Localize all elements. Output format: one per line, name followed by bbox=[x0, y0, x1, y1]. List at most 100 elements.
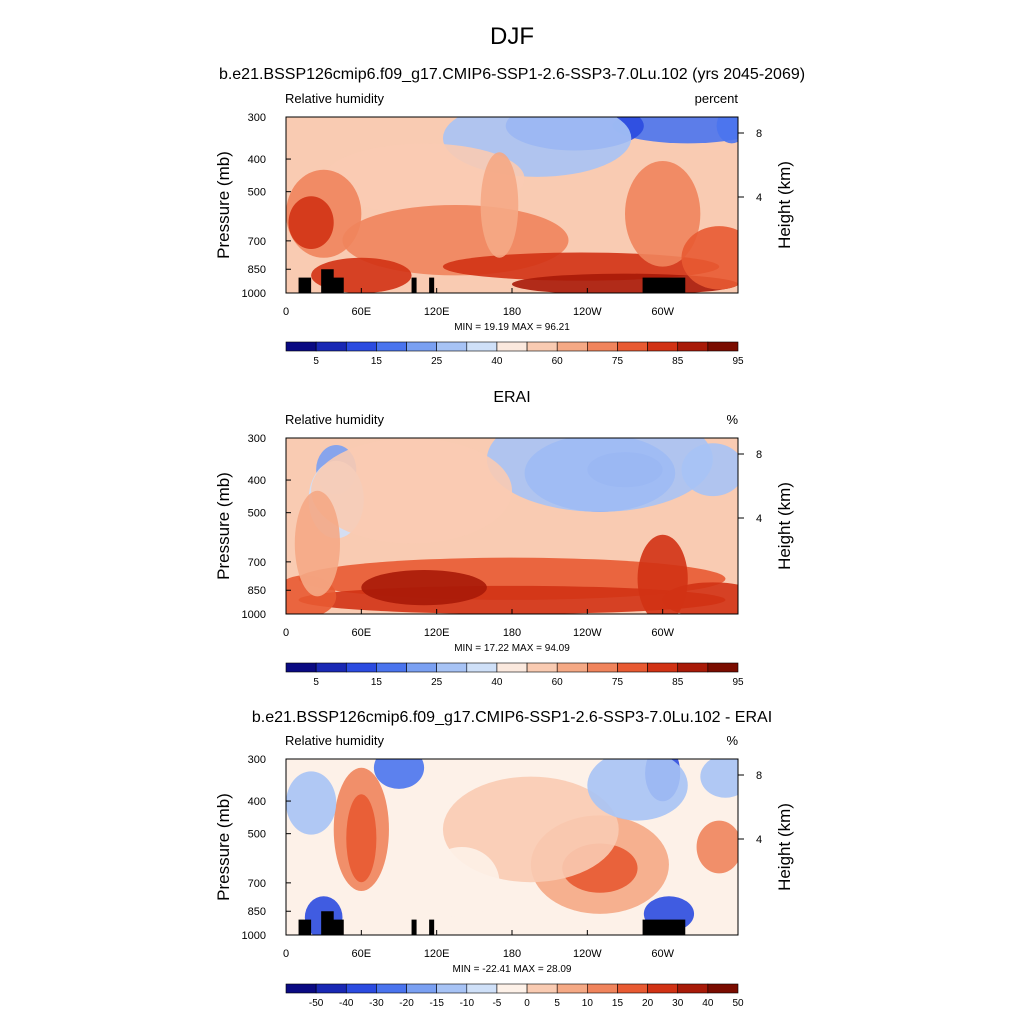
colorbar-swatch bbox=[617, 983, 648, 994]
right-label: % bbox=[726, 412, 738, 427]
y2-tick-label: 8 bbox=[756, 449, 762, 461]
colorbar-label: 60 bbox=[552, 356, 564, 367]
terrain-block bbox=[642, 277, 686, 293]
colorbar-label: 15 bbox=[371, 356, 383, 367]
colorbar-swatch bbox=[556, 341, 588, 352]
y-tick-label: 1000 bbox=[242, 609, 266, 621]
x-tick-label: 60W bbox=[651, 948, 674, 960]
colorbar-label: -15 bbox=[429, 998, 444, 1009]
x-tick-label: 0 bbox=[283, 627, 289, 639]
colorbar-swatch bbox=[315, 341, 347, 352]
x-tick-label: 60E bbox=[352, 627, 372, 639]
colorbar-label: 5 bbox=[554, 998, 560, 1009]
y-tick-label: 500 bbox=[248, 508, 266, 520]
colorbar-swatch bbox=[406, 662, 437, 673]
y-tick-label: 1000 bbox=[242, 288, 266, 300]
y2-tick-label: 4 bbox=[756, 834, 762, 846]
y-tick-label: 850 bbox=[248, 906, 266, 918]
y2-tick-label: 4 bbox=[756, 513, 762, 525]
min-max-stats: MIN = 17.22 MAX = 94.09 bbox=[454, 643, 570, 654]
colorbar-label: 5 bbox=[313, 356, 319, 367]
colorbar-label: 75 bbox=[612, 677, 624, 688]
colorbar-label: 25 bbox=[431, 356, 443, 367]
terrain-block bbox=[298, 919, 312, 935]
contour-region bbox=[716, 117, 738, 144]
colorbar-swatch bbox=[406, 983, 437, 994]
y-axis-label: Pressure (mb) bbox=[214, 472, 233, 580]
colorbar-swatch bbox=[496, 341, 528, 352]
colorbar-label: -5 bbox=[492, 998, 501, 1009]
colorbar-swatch bbox=[587, 983, 618, 994]
colorbar-label: -50 bbox=[309, 998, 324, 1009]
contour-region bbox=[681, 226, 738, 290]
contour-region bbox=[612, 117, 738, 144]
y-tick-label: 400 bbox=[248, 154, 266, 166]
colorbar-label: 0 bbox=[524, 998, 530, 1009]
contour-field bbox=[286, 438, 738, 614]
terrain-block bbox=[429, 277, 435, 293]
x-tick-label: 120E bbox=[424, 306, 450, 318]
y-tick-label: 300 bbox=[248, 112, 266, 124]
x-tick-label: 0 bbox=[283, 948, 289, 960]
contour-region bbox=[662, 582, 738, 614]
colorbar-swatch bbox=[496, 662, 528, 673]
colorbar-swatch bbox=[556, 983, 588, 994]
colorbar-swatch bbox=[376, 662, 407, 673]
contour-region bbox=[700, 759, 738, 798]
colorbar-swatch bbox=[617, 662, 648, 673]
colorbar-swatch bbox=[376, 983, 407, 994]
colorbar-label: 15 bbox=[612, 998, 624, 1009]
y-tick-label: 700 bbox=[248, 557, 266, 569]
terrain-block bbox=[411, 919, 417, 935]
contour-region bbox=[361, 570, 487, 606]
contour-region bbox=[681, 443, 738, 497]
colorbar-label: 85 bbox=[672, 677, 684, 688]
colorbar-swatch bbox=[285, 662, 317, 673]
colorbar-swatch bbox=[526, 341, 558, 352]
colorbar-swatch bbox=[647, 662, 679, 673]
colorbar-label: 15 bbox=[371, 677, 383, 688]
contour-region bbox=[373, 759, 425, 789]
y-tick-label: 1000 bbox=[242, 930, 266, 942]
colorbar-swatch bbox=[345, 983, 377, 994]
x-tick-label: 120E bbox=[424, 627, 450, 639]
colorbar-swatch bbox=[677, 983, 709, 994]
colorbar-swatch bbox=[406, 341, 437, 352]
colorbar-swatch bbox=[647, 983, 679, 994]
colorbar-swatch bbox=[617, 341, 648, 352]
x-tick-label: 0 bbox=[283, 306, 289, 318]
colorbar-swatch bbox=[345, 662, 377, 673]
colorbar-swatch bbox=[587, 341, 618, 352]
colorbar-swatch bbox=[526, 662, 558, 673]
contour-region bbox=[323, 143, 525, 214]
left-label: Relative humidity bbox=[285, 412, 384, 427]
contour-region bbox=[486, 438, 713, 512]
terrain-block bbox=[331, 919, 344, 935]
colorbar-label: 20 bbox=[642, 998, 654, 1009]
colorbar-label: -40 bbox=[339, 998, 354, 1009]
contour-region bbox=[424, 847, 500, 918]
left-label: Relative humidity bbox=[285, 91, 384, 106]
x-tick-label: 180 bbox=[503, 948, 521, 960]
x-tick-label: 180 bbox=[503, 627, 521, 639]
colorbar-label: 10 bbox=[582, 998, 594, 1009]
y-tick-label: 500 bbox=[248, 829, 266, 841]
contour-region bbox=[587, 759, 688, 821]
x-tick-label: 60W bbox=[651, 306, 674, 318]
panel-title: ERAI bbox=[493, 389, 530, 406]
contour-region bbox=[286, 771, 337, 835]
colorbar-label: -10 bbox=[460, 998, 475, 1009]
y-axis-label: Pressure (mb) bbox=[214, 151, 233, 259]
min-max-stats: MIN = 19.19 MAX = 96.21 bbox=[454, 322, 570, 333]
colorbar-swatch bbox=[315, 983, 347, 994]
terrain-block bbox=[321, 269, 334, 293]
colorbar-swatch bbox=[436, 662, 468, 673]
colorbar-label: 40 bbox=[702, 998, 714, 1009]
terrain-block bbox=[331, 277, 344, 293]
y-tick-label: 300 bbox=[248, 754, 266, 766]
colorbar-label: 95 bbox=[732, 677, 744, 688]
x-tick-label: 60E bbox=[352, 306, 372, 318]
contour-region bbox=[442, 776, 619, 883]
colorbar-label: 40 bbox=[491, 677, 503, 688]
